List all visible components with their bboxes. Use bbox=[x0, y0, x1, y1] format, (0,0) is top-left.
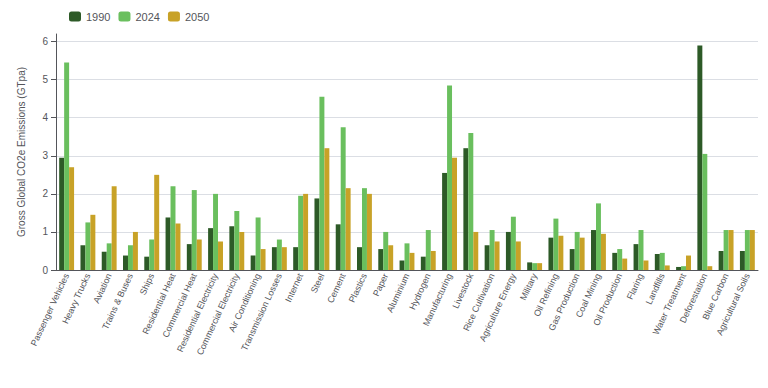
svg-text:1990: 1990 bbox=[86, 11, 110, 23]
svg-text:Oil Refining: Oil Refining bbox=[531, 271, 561, 319]
svg-text:2: 2 bbox=[42, 188, 48, 199]
svg-text:Plastics: Plastics bbox=[347, 271, 369, 304]
svg-text:Passenger Vehicles: Passenger Vehicles bbox=[28, 271, 72, 348]
svg-text:Ships: Ships bbox=[138, 271, 157, 296]
svg-text:Oil Production: Oil Production bbox=[591, 272, 624, 327]
svg-text:Aviation: Aviation bbox=[91, 272, 114, 305]
svg-text:Water Treatment: Water Treatment bbox=[651, 271, 688, 336]
svg-text:Gas Production: Gas Production bbox=[546, 272, 581, 332]
svg-text:Agricultural Soils: Agricultural Soils bbox=[715, 271, 753, 336]
svg-text:Paper: Paper bbox=[371, 272, 390, 298]
svg-text:Manufacturing: Manufacturing bbox=[421, 272, 454, 328]
svg-text:0: 0 bbox=[42, 265, 48, 276]
svg-text:Commercial Heat: Commercial Heat bbox=[160, 271, 199, 339]
svg-text:Deforestation: Deforestation bbox=[677, 271, 710, 325]
svg-text:Coal Mining: Coal Mining bbox=[573, 271, 603, 320]
svg-text:Trains & Buses: Trains & Buses bbox=[100, 271, 135, 331]
svg-text:Commercial Electricity: Commercial Electricity bbox=[194, 271, 242, 357]
svg-text:Steel: Steel bbox=[309, 272, 327, 295]
svg-text:6: 6 bbox=[42, 36, 48, 47]
svg-text:Heavy Trucks: Heavy Trucks bbox=[60, 271, 92, 325]
svg-text:Cement: Cement bbox=[325, 271, 348, 304]
svg-text:Air Conditioning: Air Conditioning bbox=[226, 271, 263, 334]
svg-text:Rice Cultivation: Rice Cultivation bbox=[461, 271, 497, 333]
svg-text:Residential Electricity: Residential Electricity bbox=[174, 271, 221, 354]
svg-text:Internet: Internet bbox=[283, 271, 305, 303]
svg-text:Agriculture Energy: Agriculture Energy bbox=[478, 271, 519, 343]
svg-text:2050: 2050 bbox=[185, 11, 209, 23]
svg-text:3: 3 bbox=[42, 150, 48, 161]
svg-text:Hydrogen: Hydrogen bbox=[407, 271, 433, 312]
svg-text:Military: Military bbox=[518, 271, 539, 301]
svg-text:Gross Global CO2e Emissions (G: Gross Global CO2e Emissions (GTpa) bbox=[16, 67, 27, 237]
svg-text:2024: 2024 bbox=[135, 11, 159, 23]
svg-text:Blue Carbon: Blue Carbon bbox=[700, 271, 731, 322]
svg-text:4: 4 bbox=[42, 112, 48, 123]
svg-text:Transmission Losses: Transmission Losses bbox=[239, 271, 284, 352]
svg-text:Flaring: Flaring bbox=[625, 272, 646, 301]
svg-text:Residential Heat: Residential Heat bbox=[140, 271, 178, 336]
svg-text:5: 5 bbox=[42, 74, 48, 85]
svg-text:1: 1 bbox=[42, 226, 48, 237]
svg-text:Landfills: Landfills bbox=[644, 271, 667, 306]
svg-text:Aluminium: Aluminium bbox=[384, 271, 412, 315]
svg-text:Livestock: Livestock bbox=[450, 271, 476, 311]
